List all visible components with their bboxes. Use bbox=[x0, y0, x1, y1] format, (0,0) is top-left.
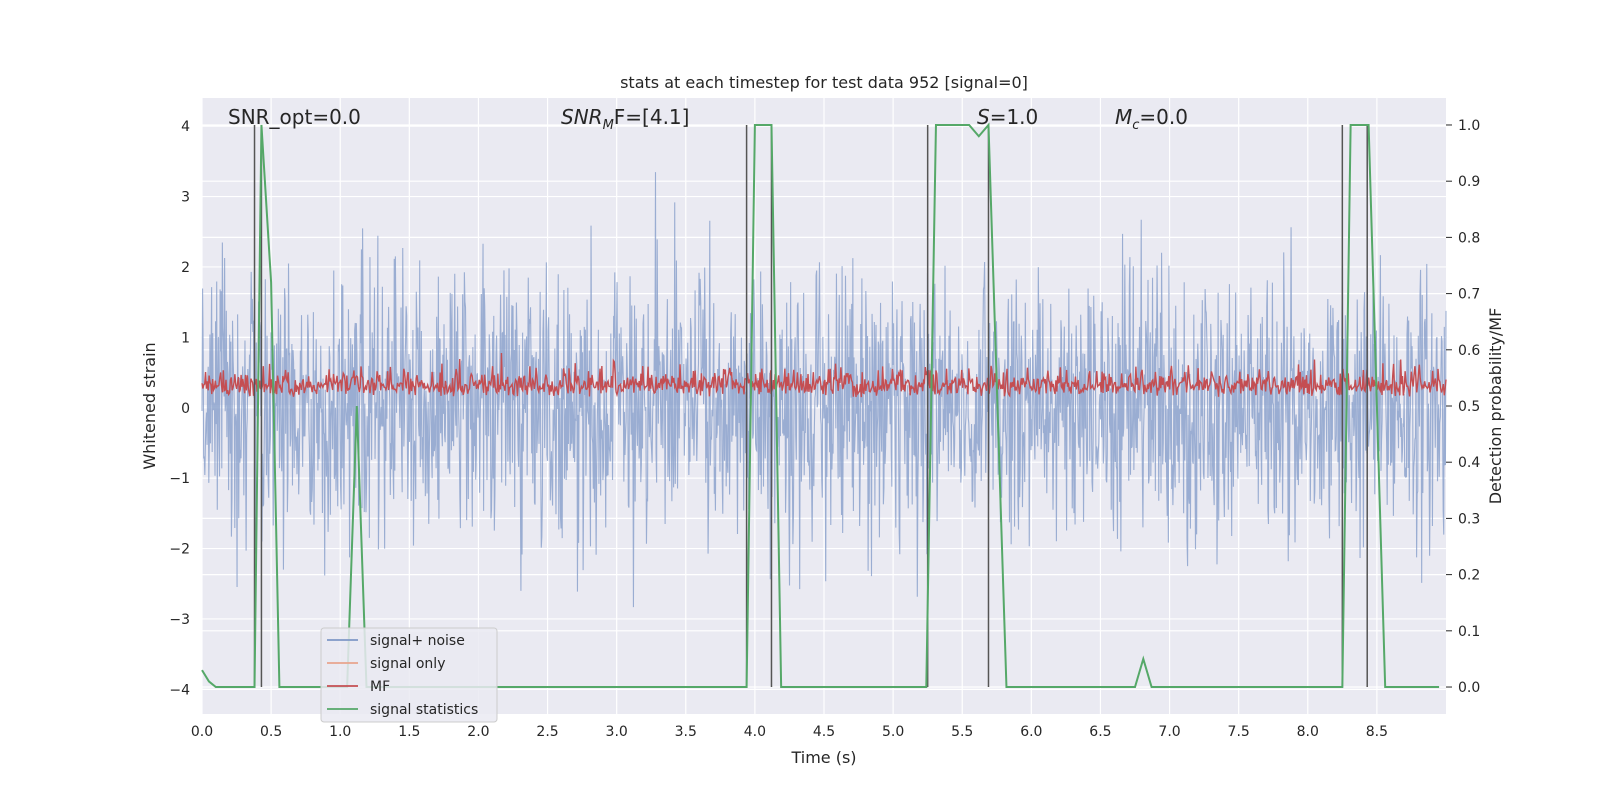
y-tick-label: −3 bbox=[169, 612, 190, 628]
y-tick-label: 2 bbox=[181, 260, 190, 276]
snr-opt-annotation: SNR_opt=0.0 bbox=[228, 105, 361, 129]
y2-tick-label: 0.7 bbox=[1458, 287, 1480, 303]
legend: signal+ noise signal only MF signal stat… bbox=[320, 627, 498, 723]
y2-tick-label: 1.0 bbox=[1458, 118, 1480, 134]
y2-axis-ticks: 1.0 0.9 0.8 0.7 0.6 0.5 0.4 0.3 0.2 0.1 0.0 bbox=[1446, 118, 1480, 696]
y-tick-label: 4 bbox=[181, 119, 190, 135]
y2-tick-label: 0.5 bbox=[1458, 399, 1480, 415]
mc-value: =0.0 bbox=[1139, 105, 1188, 129]
signal-statistics-series bbox=[201, 122, 1440, 689]
legend-label-signal-statistics: signal statistics bbox=[370, 702, 478, 718]
y2-tick-label: 0.2 bbox=[1458, 568, 1480, 584]
signal-statistics-line bbox=[201, 122, 1440, 689]
x-tick-label: 0.0 bbox=[191, 724, 213, 740]
y-tick-label: −1 bbox=[169, 471, 190, 487]
y2-tick-label: 0.1 bbox=[1458, 624, 1480, 640]
x-axis-ticks: 0.0 0.5 1.0 1.5 2.0 2.5 3.0 3.5 4.0 4.5 5.0 5.5 6.0 6… bbox=[191, 724, 1388, 740]
x-tick-label: 2.5 bbox=[536, 724, 558, 740]
x-tick-label: 6.0 bbox=[1020, 724, 1042, 740]
x-tick-label: 2.0 bbox=[467, 724, 489, 740]
x-tick-label: 0.5 bbox=[260, 724, 282, 740]
x-tick-label: 7.0 bbox=[1158, 724, 1180, 740]
x-tick-label: 3.5 bbox=[675, 724, 697, 740]
signal-noise-line bbox=[201, 172, 1447, 608]
x-tick-label: 8.0 bbox=[1297, 724, 1319, 740]
detection-markers bbox=[253, 124, 1368, 688]
y2-tick-label: 0.6 bbox=[1458, 343, 1480, 359]
y-axis-ticks: 4 3 2 1 0 −1 −2 −3 −4 bbox=[169, 119, 190, 698]
x-axis-label: Time (s) bbox=[790, 748, 856, 767]
mf-series bbox=[201, 353, 1447, 398]
y2-axis-label: Detection probability/MF bbox=[1486, 308, 1505, 505]
y-tick-label: 0 bbox=[181, 401, 190, 417]
x-tick-label: 1.5 bbox=[398, 724, 420, 740]
x-tick-label: 4.5 bbox=[813, 724, 835, 740]
y-tick-label: 3 bbox=[181, 190, 190, 206]
x-tick-label: 4.0 bbox=[744, 724, 766, 740]
y2-tick-label: 0.4 bbox=[1458, 455, 1480, 471]
x-tick-label: 5.5 bbox=[951, 724, 973, 740]
s-value: =1.0 bbox=[990, 105, 1039, 129]
snr-mf-subscript: M bbox=[603, 118, 614, 133]
s-symbol: S bbox=[977, 105, 990, 129]
legend-label-signal-noise: signal+ noise bbox=[370, 633, 465, 649]
x-tick-label: 1.0 bbox=[329, 724, 351, 740]
y-tick-label: −2 bbox=[169, 542, 190, 558]
y-tick-label: −4 bbox=[169, 682, 190, 698]
s-annotation: S=1.0 bbox=[977, 105, 1038, 129]
mc-symbol: M bbox=[1115, 105, 1132, 129]
chart-title: stats at each timestep for test data 952… bbox=[620, 73, 1028, 92]
x-tick-label: 3.0 bbox=[606, 724, 628, 740]
snr-mf-annotation: SNRMF=[4.1] bbox=[561, 105, 689, 133]
y2-tick-label: 0.0 bbox=[1458, 680, 1480, 696]
snr-mf-symbol: SNR bbox=[561, 105, 603, 129]
mc-annotation: Mc=0.0 bbox=[1115, 105, 1188, 133]
x-tick-label: 8.5 bbox=[1366, 724, 1388, 740]
mc-subscript: c bbox=[1132, 118, 1139, 133]
x-tick-label: 6.5 bbox=[1089, 724, 1111, 740]
y-axis-label: Whitened strain bbox=[140, 342, 159, 469]
x-tick-label: 7.5 bbox=[1228, 724, 1250, 740]
signal-noise-series bbox=[201, 172, 1447, 608]
y2-tick-label: 0.9 bbox=[1458, 174, 1480, 190]
legend-box bbox=[320, 627, 498, 723]
snr-mf-value: F=[4.1] bbox=[614, 105, 690, 129]
legend-label-mf: MF bbox=[370, 679, 390, 695]
legend-label-signal-only: signal only bbox=[370, 656, 445, 672]
y2-tick-label: 0.3 bbox=[1458, 511, 1480, 527]
y-tick-label: 1 bbox=[181, 330, 190, 346]
y2-tick-label: 0.8 bbox=[1458, 230, 1480, 246]
x-tick-label: 5.0 bbox=[882, 724, 904, 740]
mf-line bbox=[201, 353, 1447, 398]
